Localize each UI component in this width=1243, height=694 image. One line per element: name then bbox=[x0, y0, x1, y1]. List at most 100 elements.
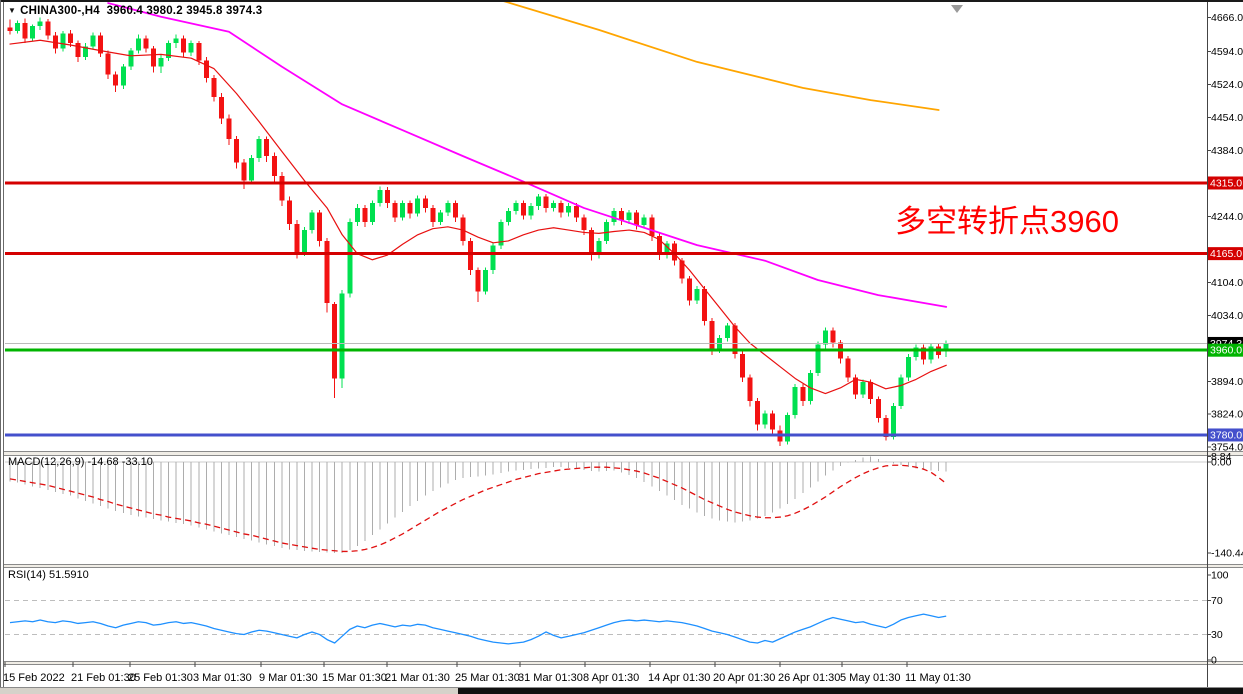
candle-up bbox=[15, 22, 21, 31]
time-axis-label: 15 Mar 01:30 bbox=[322, 672, 387, 684]
candle-down bbox=[747, 377, 753, 402]
rsi-axis-label: 100 bbox=[1211, 570, 1229, 582]
price-axis-label: 4384.0 bbox=[1211, 145, 1243, 157]
level-price-chip bbox=[1208, 428, 1243, 442]
candle-down bbox=[75, 43, 81, 58]
candle-up bbox=[377, 190, 383, 204]
candle-down bbox=[324, 240, 330, 304]
candle-up bbox=[60, 33, 66, 49]
candle-up bbox=[37, 21, 43, 27]
candle-up bbox=[483, 270, 489, 292]
candle-up bbox=[309, 212, 315, 231]
candle-down bbox=[754, 401, 760, 425]
candle-down bbox=[362, 207, 368, 223]
candle-down bbox=[196, 43, 202, 61]
candle-down bbox=[241, 162, 247, 181]
candle-up bbox=[135, 38, 141, 51]
price-axis-label: 4666.0 bbox=[1211, 12, 1243, 24]
pane-splitter bbox=[0, 661, 1243, 665]
time-axis-label: 11 May 01:30 bbox=[905, 672, 971, 684]
price-axis-label: 4104.0 bbox=[1211, 277, 1243, 289]
candle-up bbox=[928, 346, 934, 360]
candle-down bbox=[573, 206, 579, 218]
price-axis-label: 4244.0 bbox=[1211, 211, 1243, 223]
rsi-axis-label: 70 bbox=[1211, 595, 1223, 607]
candle-up bbox=[785, 415, 791, 442]
candle-up bbox=[626, 212, 632, 221]
candle-down bbox=[45, 21, 51, 36]
time-axis-label: 21 Feb 01:30 bbox=[71, 672, 136, 684]
candle-up bbox=[566, 206, 572, 213]
candle-up bbox=[128, 50, 134, 67]
candle-down bbox=[218, 96, 224, 119]
pane-splitter bbox=[0, 564, 1243, 568]
macd-signal-line bbox=[9, 464, 947, 553]
candle-down bbox=[830, 330, 836, 343]
candle-down bbox=[739, 353, 745, 378]
macd-indicator-label: MACD(12,26,9) -14.68 -33.10 bbox=[8, 456, 153, 468]
candle-up bbox=[890, 405, 896, 437]
candle-up bbox=[815, 344, 821, 373]
candle-up bbox=[173, 38, 179, 44]
candle-up bbox=[339, 293, 345, 379]
candle-up bbox=[551, 203, 557, 208]
candle-up bbox=[664, 243, 670, 256]
macd-histogram bbox=[9, 456, 947, 554]
ma-fast-red bbox=[9, 39, 947, 395]
candle-up bbox=[90, 35, 96, 47]
candle-down bbox=[181, 38, 187, 53]
candle-up bbox=[536, 196, 541, 207]
candle-down bbox=[649, 217, 655, 237]
price-axis-label: 4454.0 bbox=[1211, 112, 1243, 124]
price-axis-label: 3894.0 bbox=[1211, 376, 1243, 388]
candle-down bbox=[770, 413, 776, 430]
ohlc-values: 3960.4 3980.2 3945.8 3974.3 bbox=[106, 5, 263, 17]
window-left-border bbox=[0, 0, 1, 694]
candle-up bbox=[943, 343, 949, 351]
candle-down bbox=[619, 210, 625, 221]
candle-down bbox=[520, 203, 526, 216]
level-price-chip bbox=[1208, 247, 1243, 261]
candle-down bbox=[67, 33, 73, 44]
svg-text:4165.0: 4165.0 bbox=[1210, 248, 1242, 260]
candle-up bbox=[528, 206, 534, 216]
candle-down bbox=[264, 139, 270, 157]
candle-down bbox=[294, 223, 300, 253]
candle-up bbox=[513, 203, 519, 211]
candle-down bbox=[211, 77, 217, 97]
candle-up bbox=[30, 26, 36, 39]
candle-down bbox=[702, 288, 708, 321]
candle-down bbox=[385, 190, 390, 204]
candle-up bbox=[898, 377, 904, 406]
time-axis-label: 31 Mar 01:30 bbox=[518, 672, 583, 684]
candle-up bbox=[694, 288, 700, 301]
candle-down bbox=[475, 270, 481, 292]
candle-down bbox=[150, 48, 156, 67]
candle-down bbox=[543, 196, 549, 208]
candle-down bbox=[113, 74, 119, 86]
symbol-dropdown-icon[interactable]: ▼ bbox=[8, 6, 17, 15]
time-axis-label: 25 Feb 01:30 bbox=[128, 672, 193, 684]
candle-up bbox=[792, 386, 798, 416]
candle-up bbox=[120, 66, 126, 86]
candle-down bbox=[558, 203, 564, 213]
candle-down bbox=[709, 320, 715, 350]
candle-down bbox=[422, 198, 428, 208]
candle-down bbox=[7, 27, 13, 31]
candle-down bbox=[800, 386, 806, 402]
price-axis-label: 4034.0 bbox=[1211, 310, 1243, 322]
rsi-axis-label: 30 bbox=[1211, 629, 1223, 641]
svg-text:4315.0: 4315.0 bbox=[1210, 177, 1242, 189]
candle-up bbox=[641, 217, 647, 225]
candle-up bbox=[498, 222, 504, 246]
candle-down bbox=[921, 347, 927, 360]
candle-down bbox=[279, 175, 285, 201]
time-axis-label: 21 Mar 01:30 bbox=[385, 672, 450, 684]
time-axis-label: 14 Apr 01:30 bbox=[648, 672, 710, 684]
candle-up bbox=[905, 356, 911, 378]
candle-up bbox=[415, 198, 421, 214]
candle-down bbox=[883, 418, 889, 437]
candle-down bbox=[581, 217, 587, 231]
